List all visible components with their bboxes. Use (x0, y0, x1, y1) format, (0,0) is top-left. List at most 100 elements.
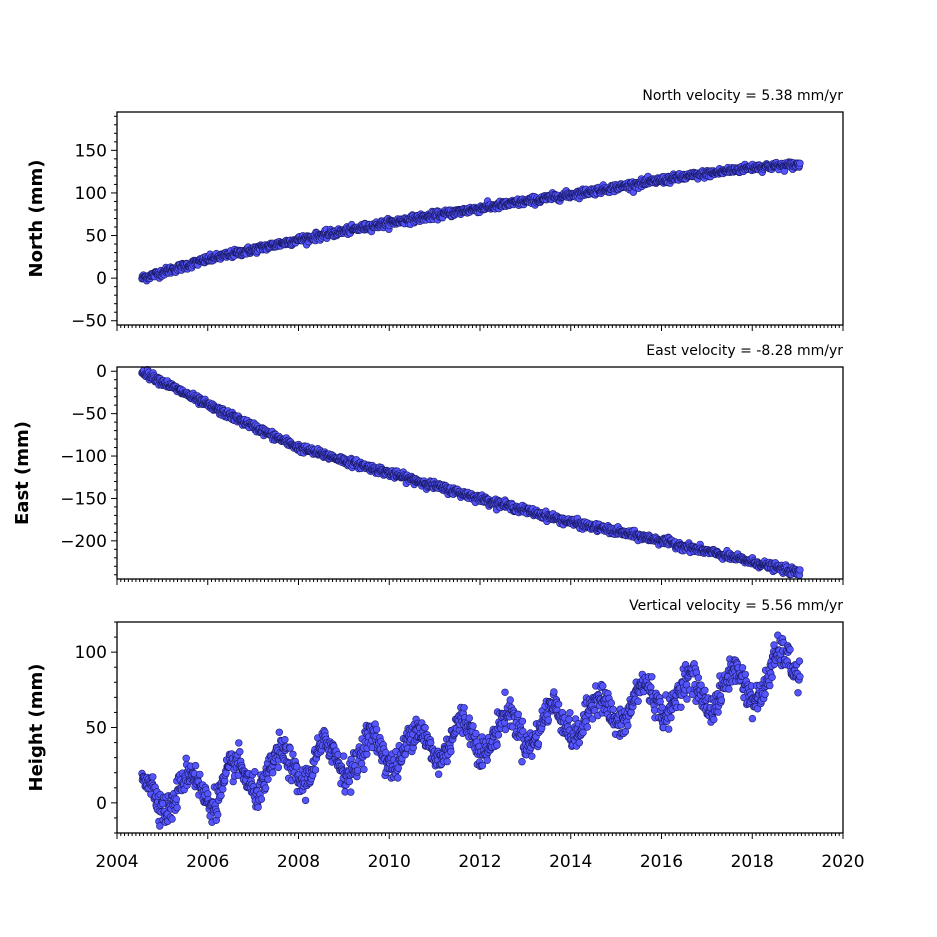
height-data-point (648, 673, 656, 681)
height-data-point (158, 799, 167, 808)
height-data-point (544, 716, 552, 724)
east-data-point (796, 566, 804, 574)
height-panel: 0 50 100 2004 2006 2008 2010 2012 2014 2016 2018 20… (26, 598, 865, 872)
height-data-point (565, 715, 573, 724)
x-tick-label: 2004 (95, 852, 138, 872)
north-velocity-title: North velocity = 5.38 mm/yr (642, 88, 843, 104)
height-data-point (257, 795, 266, 803)
east-y-tick-label: −50 (71, 405, 107, 425)
height-data-point (493, 741, 501, 749)
height-data-point (650, 706, 659, 714)
height-y-tick-label: 100 (75, 643, 107, 663)
east-panel: −200 −150 −100 −50 0 East velocity = -8.28 mm… (12, 343, 844, 585)
height-data-point (701, 686, 709, 694)
height-data-point (725, 685, 733, 693)
height-data-point (528, 752, 536, 760)
height-data-point (172, 795, 181, 803)
height-y-tick-label: 50 (85, 719, 107, 739)
height-data-point (261, 784, 270, 792)
height-data-point (796, 672, 804, 681)
north-y-tick-label: 0 (96, 269, 107, 289)
north-y-tick-label: 100 (75, 184, 107, 204)
height-data-point (281, 735, 289, 744)
height-data-point (274, 763, 282, 772)
north-points (138, 158, 804, 285)
height-data-point (421, 723, 429, 732)
height-data-point (583, 723, 591, 731)
height-velocity-title: Vertical velocity = 5.56 mm/yr (629, 598, 843, 614)
height-data-point (768, 673, 776, 681)
height-data-point (182, 754, 190, 762)
x-tick-label: 2018 (731, 852, 774, 872)
height-data-point (191, 761, 200, 770)
height-data-point (354, 766, 362, 774)
east-y-tick-label: 0 (96, 362, 107, 382)
x-tick-label: 2014 (549, 852, 592, 872)
height-data-point (748, 714, 757, 723)
east-y-tick-label: −100 (60, 447, 107, 467)
height-data-point (427, 738, 435, 747)
height-data-point (381, 748, 390, 757)
height-data-point (443, 757, 451, 766)
height-data-point (301, 796, 310, 805)
height-data-point (254, 803, 262, 811)
height-data-point (494, 731, 503, 739)
north-panel: −50 0 50 100 150 North velocity = 5.38 mm/yr N… (26, 88, 844, 332)
height-data-point (506, 696, 514, 704)
north-y-axis-label: North (mm) (26, 160, 47, 278)
height-data-point (483, 756, 491, 764)
height-data-point (534, 740, 543, 748)
height-data-point (478, 761, 487, 770)
height-data-point (766, 681, 774, 690)
height-data-point (677, 703, 685, 711)
height-data-point (217, 791, 225, 800)
height-data-point (667, 713, 675, 722)
east-velocity-title: East velocity = -8.28 mm/yr (646, 343, 843, 359)
height-axes-frame (116, 621, 844, 834)
x-tick-label: 2010 (368, 852, 411, 872)
height-data-point (786, 645, 794, 654)
height-data-point (465, 714, 473, 722)
north-y-tick-label: 150 (75, 141, 107, 161)
height-data-point (345, 777, 354, 786)
north-axes-frame (116, 111, 844, 326)
height-data-point (575, 738, 583, 747)
height-data-point (460, 704, 468, 712)
height-data-point (566, 709, 574, 717)
height-data-point (501, 688, 509, 696)
east-y-axis-label: East (mm) (12, 421, 33, 525)
height-data-point (599, 682, 607, 690)
height-data-point (311, 766, 320, 774)
north-data-point (796, 159, 804, 168)
height-data-point (741, 670, 749, 679)
height-data-point (196, 770, 204, 779)
height-points (138, 631, 804, 830)
height-data-point (394, 774, 402, 782)
height-data-point (235, 739, 243, 747)
height-data-point (518, 757, 526, 766)
east-y-tick-label: −200 (60, 532, 107, 552)
height-data-point (401, 750, 409, 759)
height-data-point (214, 810, 222, 819)
height-data-point (717, 696, 726, 704)
height-data-point (149, 773, 157, 781)
height-data-point (435, 770, 443, 778)
height-y-axis-label: Height (mm) (26, 664, 47, 792)
height-data-point (472, 729, 480, 738)
height-data-point (236, 747, 244, 756)
height-data-point (714, 708, 722, 716)
height-data-point (219, 785, 227, 793)
height-data-point (683, 695, 691, 703)
height-data-point (664, 725, 673, 733)
height-data-point (794, 689, 802, 697)
height-data-point (624, 721, 632, 730)
height-data-point (347, 788, 355, 796)
height-data-point (607, 699, 615, 707)
north-y-tick-label: 50 (85, 227, 107, 247)
x-tick-label: 2020 (821, 852, 864, 872)
height-data-point (173, 803, 181, 812)
height-data-point (264, 775, 272, 783)
north-y-tick-label: −50 (71, 312, 107, 332)
height-data-point (251, 767, 259, 776)
x-tick-label: 2006 (186, 852, 229, 872)
